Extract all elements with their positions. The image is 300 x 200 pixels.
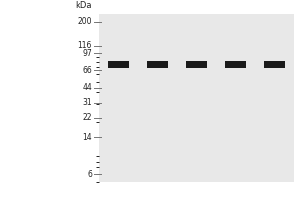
Bar — [108, 61, 129, 68]
Text: 66: 66 — [82, 66, 92, 75]
Bar — [225, 61, 246, 68]
Bar — [264, 61, 285, 68]
Text: 116: 116 — [78, 41, 92, 50]
Text: 22: 22 — [82, 113, 92, 122]
Text: 31: 31 — [82, 98, 92, 107]
Text: 200: 200 — [77, 17, 92, 26]
Bar — [147, 61, 168, 68]
Text: 44: 44 — [82, 83, 92, 92]
Text: 6: 6 — [87, 170, 92, 179]
Bar — [186, 61, 207, 68]
Text: 14: 14 — [82, 133, 92, 142]
Text: kDa: kDa — [76, 1, 92, 10]
Text: 97: 97 — [82, 49, 92, 58]
